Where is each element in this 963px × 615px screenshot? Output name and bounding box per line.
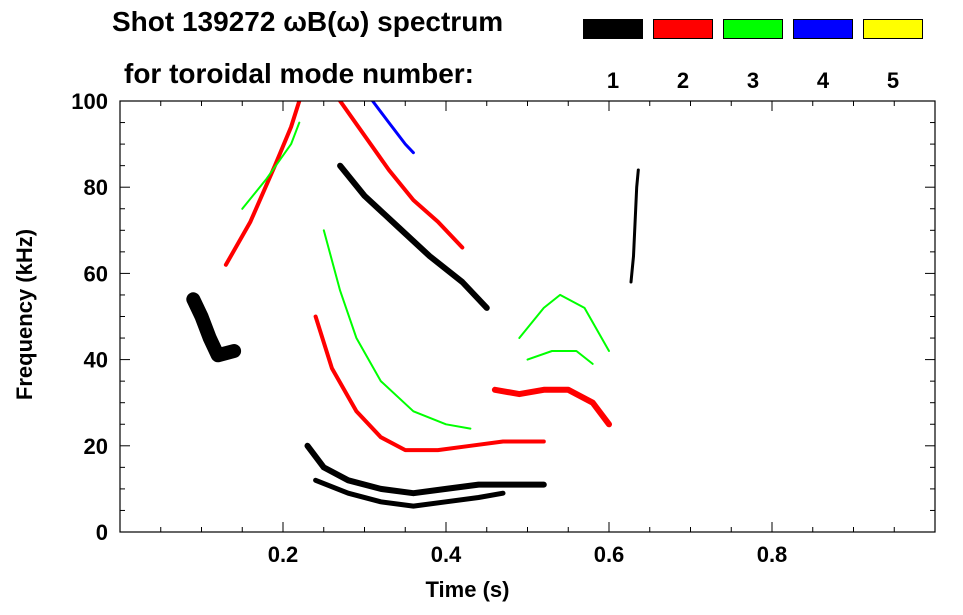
series-mode-1-trace-4: [629, 168, 640, 284]
y-tick-label-0: 0: [96, 520, 108, 545]
series-mode-4-trace-13: [371, 101, 415, 155]
y-tick-label-40: 40: [84, 348, 108, 373]
series-mode-2-trace-8: [491, 386, 612, 428]
legend-swatch-mode-4: [793, 19, 853, 39]
legend-label-mode-5: 5: [886, 68, 900, 93]
series-mode-3-trace-12: [526, 350, 594, 365]
series-mode-2-trace-6: [313, 314, 546, 453]
legend-swatch-mode-3: [723, 19, 783, 39]
y-tick-label-60: 60: [84, 261, 108, 286]
chart-title-line-2: for toroidal mode number:: [124, 58, 474, 89]
y-tick-label-20: 20: [84, 434, 108, 459]
legend-label-mode-2: 2: [676, 68, 690, 93]
x-tick-label-0.6: 0.6: [594, 542, 625, 567]
legend-label-mode-1: 1: [606, 68, 620, 93]
series-mode-1-trace-0: [304, 442, 547, 497]
series-mode-3-trace-10: [241, 121, 301, 210]
series-mode-3-trace-9: [322, 229, 472, 430]
y-tick-label-100: 100: [71, 89, 108, 114]
x-tick-label-0.2: 0.2: [268, 542, 299, 567]
legend-swatch-mode-2: [653, 19, 713, 39]
series-mode-1-trace-2: [186, 292, 242, 363]
legend-swatch-mode-1: [583, 19, 643, 39]
series-mode-3-trace-11: [518, 293, 610, 352]
chart-title-line-1: Shot 139272 ωB(ω) spectrum: [112, 6, 504, 37]
x-tick-label-0.8: 0.8: [757, 542, 788, 567]
series-mode-1-trace-1: [313, 477, 506, 509]
legend-label-mode-4: 4: [816, 68, 830, 93]
x-tick-label-0.4: 0.4: [431, 542, 462, 567]
y-tick-label-80: 80: [84, 175, 108, 200]
x-axis-label: Time (s): [426, 577, 510, 602]
y-axis-label: Frequency (kHz): [12, 229, 37, 400]
series-mode-1-trace-3: [337, 162, 490, 311]
legend-label-mode-3: 3: [746, 68, 760, 93]
legend-swatch-mode-5: [863, 19, 923, 39]
plot-frame: [119, 100, 936, 533]
series-mode-2-trace-7: [338, 101, 465, 250]
